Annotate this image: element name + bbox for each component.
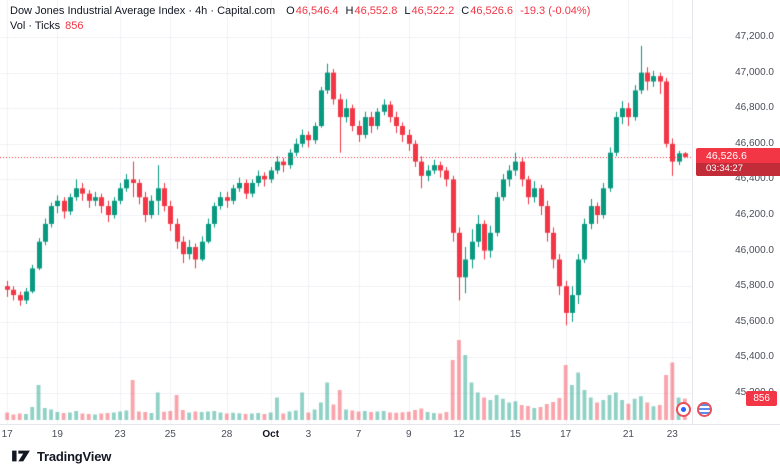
symbol-title[interactable]: Dow Jones Industrial Average Index · 4h … xyxy=(10,5,276,17)
last-price-value: 46,526.6 xyxy=(696,147,780,163)
volume-indicator-value: 856 xyxy=(65,20,84,32)
time-axis-label: 17 xyxy=(1,429,13,440)
price-axis-label: 46,800.0 xyxy=(735,102,774,114)
broker-stripes-icon[interactable] xyxy=(697,402,712,417)
price-axis-label: 46,600.0 xyxy=(735,137,774,149)
price-axis-label: 45,400.0 xyxy=(735,351,774,363)
time-axis-label: 23 xyxy=(114,429,126,440)
ohlc-high-value: 46,552.8 xyxy=(354,5,398,17)
time-axis-label: 17 xyxy=(560,429,572,440)
volume-value-badge: 856 xyxy=(746,390,777,406)
time-axis-label: 15 xyxy=(509,429,521,440)
ohlc-close-value: 46,526.6 xyxy=(470,5,514,17)
ohlc-open-value: 46,546.4 xyxy=(295,5,339,17)
time-axis-label: Oct xyxy=(262,429,280,440)
tradingview-logo-icon xyxy=(12,450,30,462)
time-axis-label: 23 xyxy=(666,429,678,440)
price-axis-label: 46,400.0 xyxy=(735,173,774,185)
price-axis-label: 45,600.0 xyxy=(735,315,774,327)
ohlc-low-label: L xyxy=(404,5,411,17)
roundel-dot-icon xyxy=(681,407,686,412)
time-axis-label: 19 xyxy=(51,429,63,440)
time-axis-label: 7 xyxy=(355,429,362,440)
ohlc-close-label: C xyxy=(461,5,470,17)
time-axis-label: 28 xyxy=(221,429,233,440)
ohlc-open-label: O xyxy=(286,5,295,17)
time-axis[interactable]: 17 19 23 25 28 Oct 3 7 9 12 15 17 21 23 xyxy=(0,424,780,446)
price-axis-label: 45,800.0 xyxy=(735,280,774,292)
price-axis[interactable]: 47,200.0 47,000.0 46,800.0 46,600.0 46,400.0… xyxy=(692,0,780,424)
time-axis-label: 21 xyxy=(622,429,634,440)
volume-indicator-label[interactable]: Vol · Ticks xyxy=(10,20,61,32)
last-price-badge: 46,526.6 03:34:27 xyxy=(696,147,780,176)
time-axis-label: 9 xyxy=(405,429,412,440)
price-axis-label: 46,200.0 xyxy=(735,209,774,220)
price-axis-label: 47,000.0 xyxy=(735,66,774,78)
price-axis-label: 46,000.0 xyxy=(735,244,774,256)
ohlc-low-value: 46,522.2 xyxy=(411,5,455,17)
price-axis-label: 47,200.0 xyxy=(735,31,774,42)
time-axis-label: 12 xyxy=(453,429,465,440)
tradingview-brand-text: TradingView xyxy=(37,448,112,464)
ohlc-high-label: H xyxy=(345,5,354,17)
broker-roundel-icon[interactable] xyxy=(676,402,691,417)
time-axis-label: 25 xyxy=(164,429,176,440)
chart-canvas[interactable] xyxy=(0,0,780,424)
price-change: -19.3 (-0.04%) xyxy=(520,5,591,17)
chart-legend: Dow Jones Industrial Average Index · 4h … xyxy=(10,5,590,35)
tradingview-logo[interactable]: TradingView xyxy=(10,448,111,464)
bar-countdown: 03:34:27 xyxy=(696,162,780,176)
time-axis-label: 3 xyxy=(305,429,312,440)
